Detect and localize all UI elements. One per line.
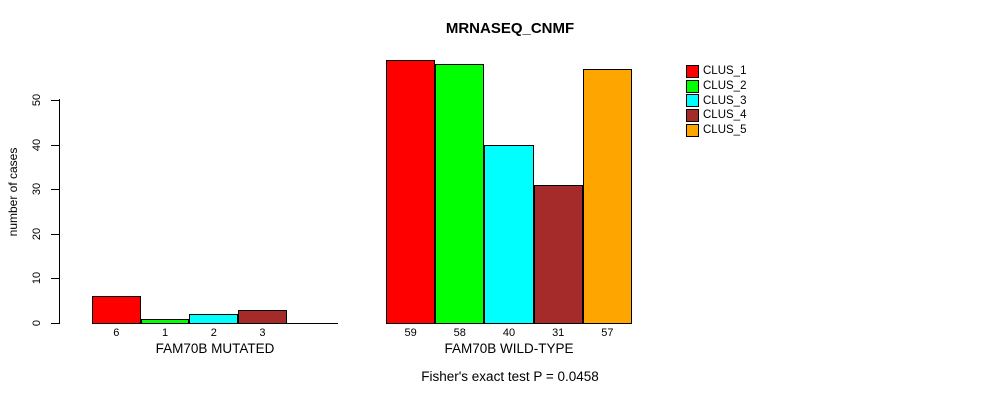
legend-swatch: [686, 94, 699, 108]
bar-value-label: 1: [161, 327, 169, 339]
statistical-annotation: Fisher's exact test P = 0.0458: [421, 369, 599, 384]
y-tick-label: 30: [31, 183, 43, 196]
bar: [238, 309, 287, 324]
legend-item: CLUS_1: [686, 64, 746, 79]
y-tick-label: 10: [31, 272, 43, 285]
y-tick-label: 0: [31, 319, 43, 327]
legend-label: CLUS_1: [703, 65, 747, 78]
bar-value-label: 6: [113, 327, 120, 339]
bar-value-label: 59: [404, 327, 417, 339]
y-tick-label: 50: [31, 93, 43, 107]
chart-title: MRNASEQ_CNMF: [445, 20, 575, 37]
y-tick: [51, 278, 59, 280]
legend-swatch: [686, 108, 699, 122]
bar-value-label: 58: [453, 327, 466, 339]
bar: [92, 296, 141, 324]
bar-value-label: 40: [502, 327, 516, 339]
y-tick: [51, 189, 59, 191]
bar: [140, 318, 190, 324]
bar-value-label: 31: [552, 327, 565, 339]
bar-value-label: 57: [601, 327, 614, 339]
legend-swatch: [686, 64, 699, 78]
bar-value-label: 2: [210, 327, 217, 339]
y-tick: [51, 233, 59, 235]
y-tick: [51, 144, 59, 146]
legend-label: CLUS_5: [703, 124, 747, 137]
group-label: FAM70B MUTATED: [155, 341, 275, 356]
group-label: FAM70B WILD-TYPE: [444, 341, 574, 356]
legend-item: CLUS_4: [686, 108, 746, 123]
bar: [582, 68, 632, 324]
legend-label: CLUS_2: [703, 80, 747, 93]
y-tick-label: 40: [31, 138, 43, 151]
legend-item: CLUS_5: [686, 123, 746, 138]
legend-item: CLUS_2: [686, 79, 746, 94]
bar: [435, 64, 485, 324]
legend: CLUS_1 CLUS_2 CLUS_3 CLUS_4 CLUS_5: [686, 64, 746, 137]
legend-label: CLUS_3: [703, 94, 747, 107]
legend-swatch: [686, 123, 699, 137]
y-tick: [51, 323, 59, 324]
y-tick-label: 20: [31, 227, 43, 240]
bar: [533, 184, 583, 324]
legend-swatch: [686, 79, 699, 93]
y-axis-label: number of cases: [6, 147, 20, 237]
legend-item: CLUS_3: [686, 93, 746, 108]
bar: [189, 314, 239, 324]
y-axis: [59, 99, 60, 324]
legend-label: CLUS_4: [703, 109, 747, 122]
bar-value-label: 3: [259, 327, 266, 339]
y-tick: [51, 100, 59, 101]
bar: [386, 59, 436, 324]
bar: [484, 144, 534, 324]
